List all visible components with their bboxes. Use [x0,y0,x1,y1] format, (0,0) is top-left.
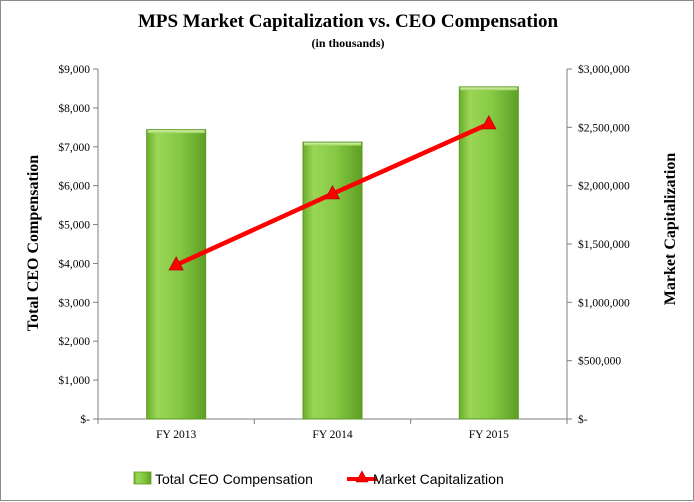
right-tick-label: $- [578,413,588,426]
legend: Total CEO Compensation Market Capitaliza… [133,470,504,487]
x-tick-label: FY 2013 [156,429,196,441]
right-tick-label: $3,000,000 [578,63,630,76]
right-tick-label: $1,500,000 [578,238,630,251]
legend-label-market-cap: Market Capitalization [373,471,504,487]
left-tick-label: $1,000 [58,374,90,387]
x-tick-label: FY 2014 [312,429,352,441]
left-tick-label: $7,000 [58,141,90,154]
right-axis-title: Market Capitalization [662,153,679,306]
right-tick-label: $2,500,000 [578,121,630,134]
bar-total-ceo-compensation [146,129,207,420]
right-tick-label: $2,000,000 [578,180,630,193]
line-series [168,114,497,271]
left-tick-label: $3,000 [58,296,90,309]
tick-labels: $- $1,000 $2,000 $3,000 $4,000 $5,000 $6,000 $7… [58,63,630,441]
left-tick-label: $2,000 [58,335,90,348]
left-tick-label: $- [80,413,90,426]
legend-swatch-compensation [133,471,152,485]
bar-total-ceo-compensation [458,86,519,420]
market-cap-marker [481,114,497,130]
chart-subtitle: (in thousands) [311,36,384,50]
bar-top-highlight [460,87,518,91]
left-tick-label: $6,000 [58,180,90,193]
bar-top-highlight [304,142,361,146]
legend-swatch-marker [355,470,369,483]
left-tick-label: $9,000 [58,63,90,76]
market-cap-marker [324,184,341,200]
chart-title: MPS Market Capitalization vs. CEO Compen… [138,11,559,32]
bars [146,86,519,420]
market-cap-marker [168,256,184,271]
legend-label-compensation: Total CEO Compensation [155,471,313,487]
right-tick-label: $500,000 [578,355,621,368]
x-tick-label: FY 2015 [469,429,509,441]
left-axis-title: Total CEO Compensation [25,155,42,331]
left-tick-label: $4,000 [58,257,90,270]
right-tick-label: $1,000,000 [578,296,630,309]
bar-top-highlight [147,130,205,134]
left-tick-label: $8,000 [58,102,90,115]
left-tick-label: $5,000 [58,219,90,232]
